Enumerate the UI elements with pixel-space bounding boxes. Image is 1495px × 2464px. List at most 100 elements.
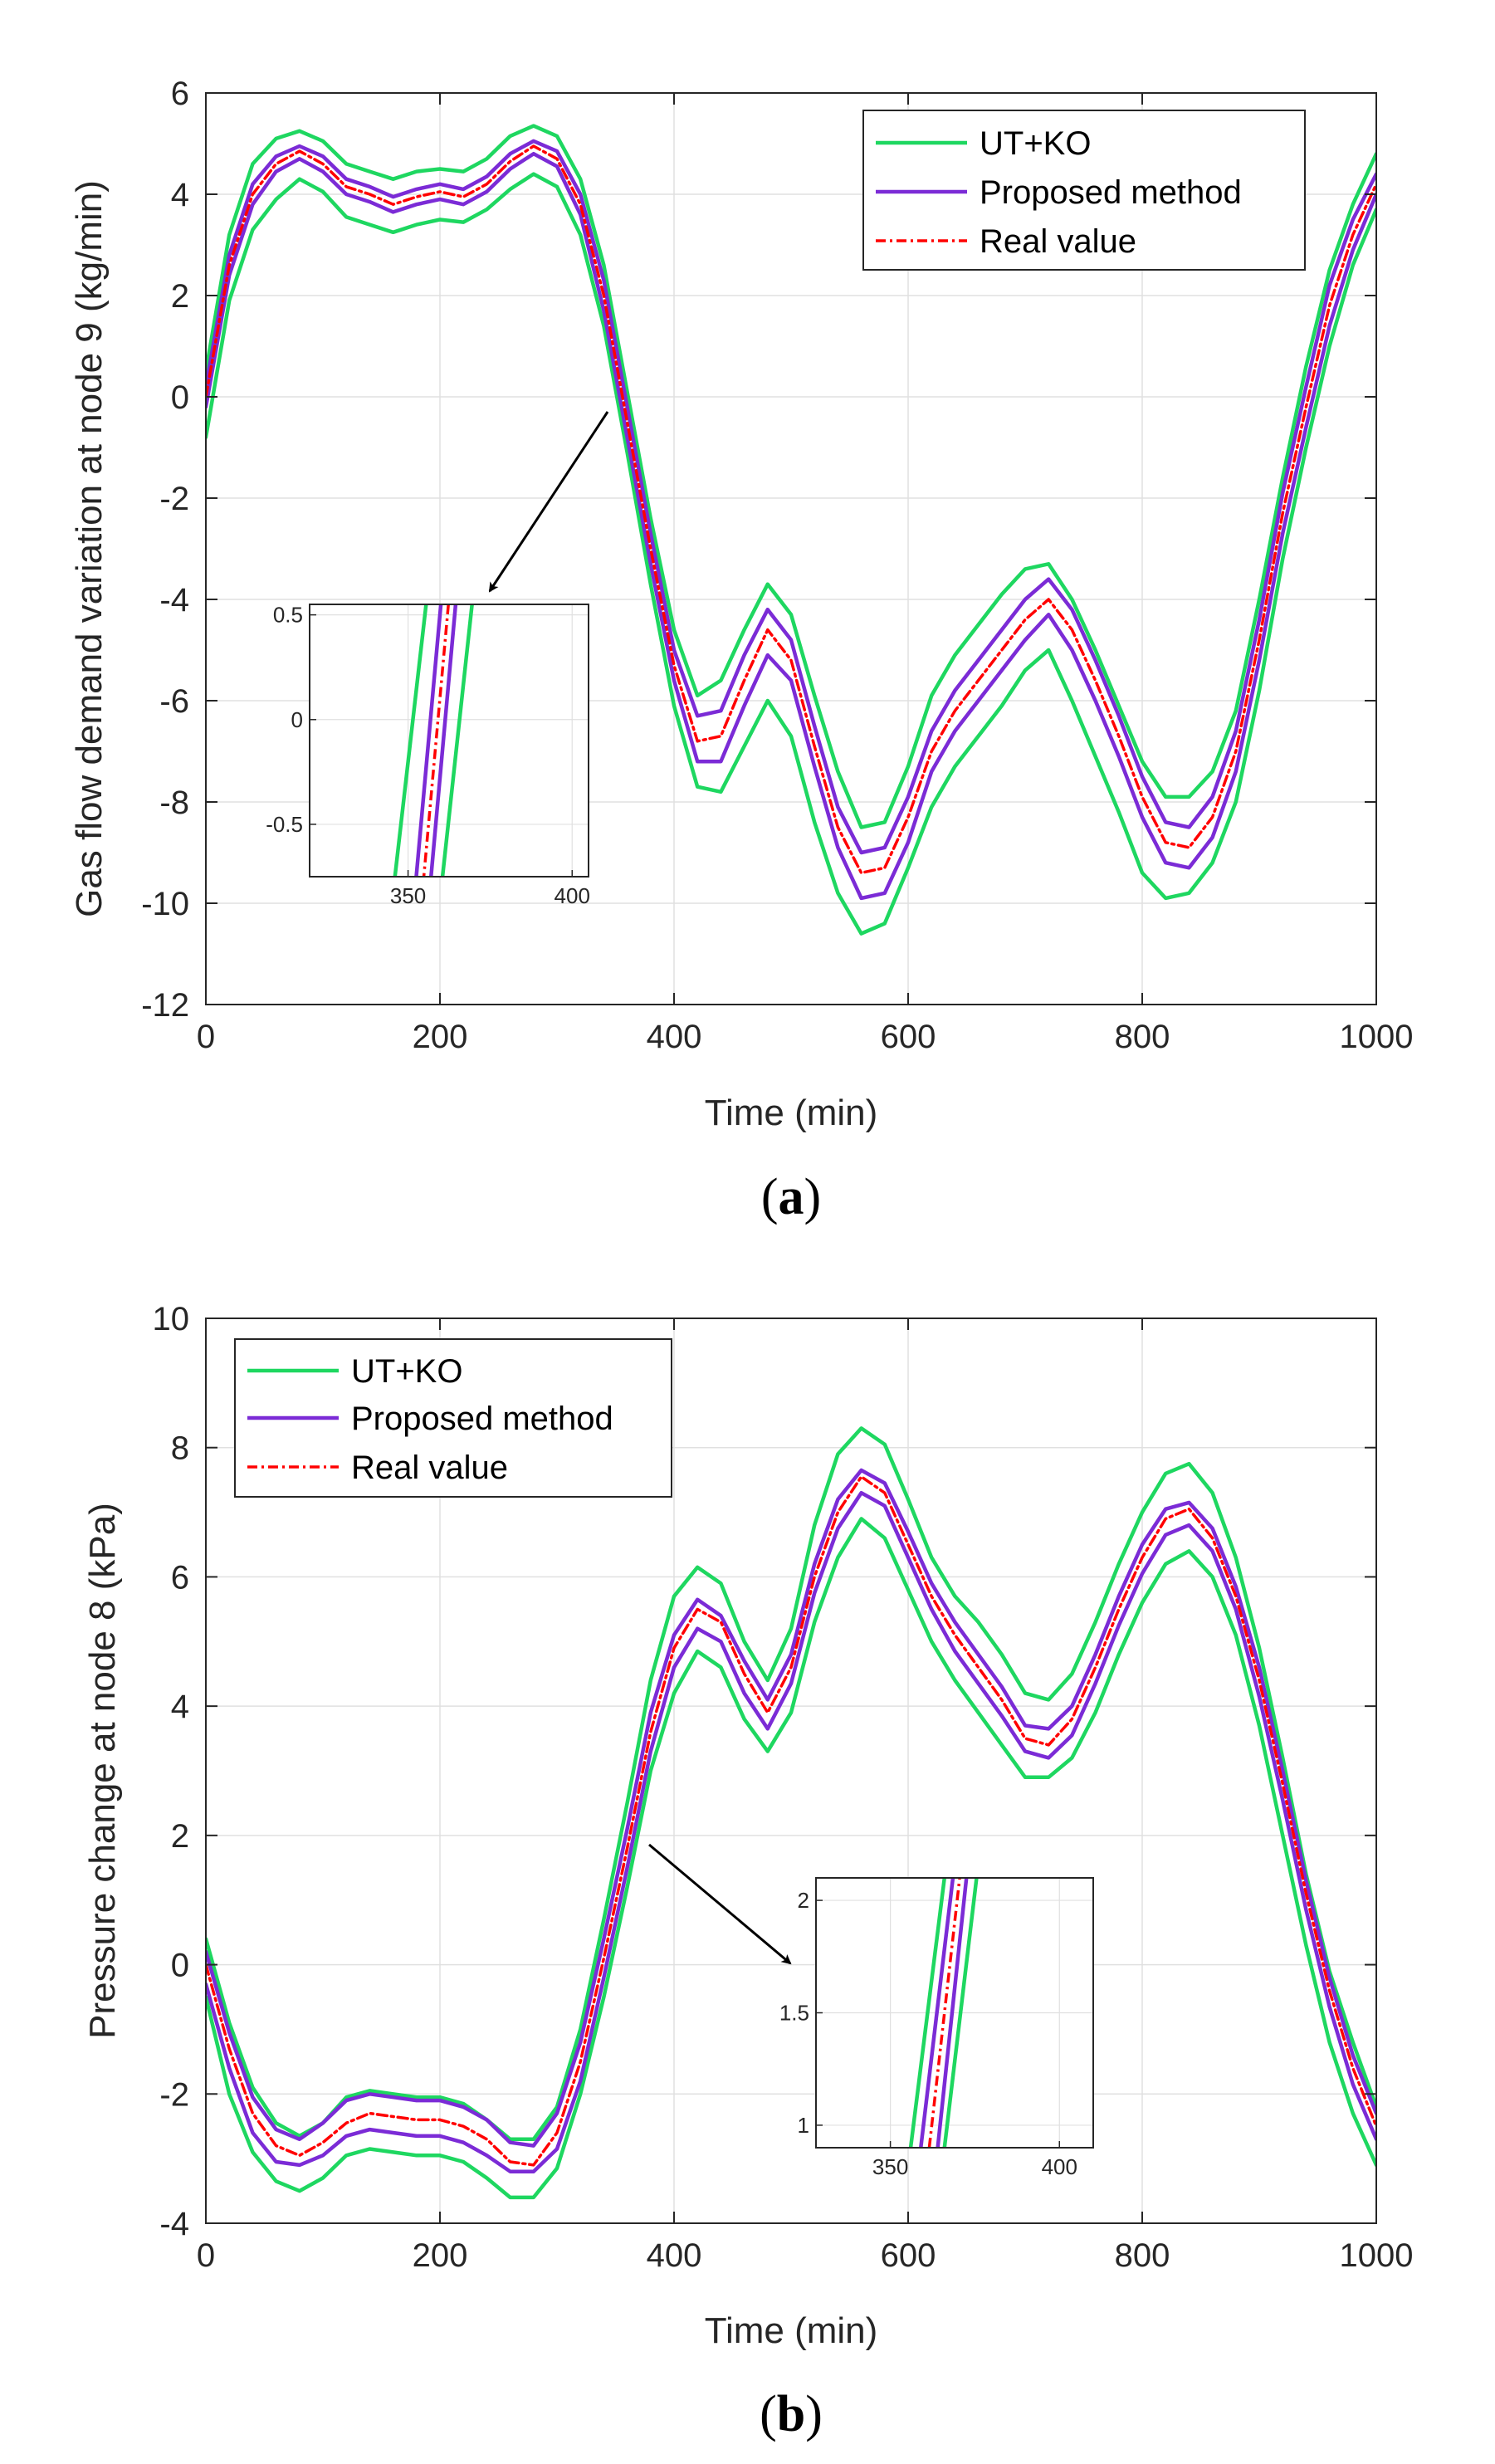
chart-b-y-tick-label-0: 0 — [171, 1948, 189, 1984]
chart-b-ticks: 0 200 400 600 800 1000 -4 -2 0 2 4 6 8 10 — [153, 1301, 1414, 2274]
chart-a-inset-series-ut-ko-0 — [393, 604, 428, 877]
chart-a-series-ut-ko-upper — [206, 124, 1376, 829]
chart-a-y-axis-label: Gas flow demand variation at node 9 (kg/… — [69, 180, 110, 917]
chart-a-inset-x-tick-label-350: 350 — [390, 883, 426, 908]
chart-a-y-tick-label-4: -4 — [159, 582, 189, 618]
chart-b-y-tick-label-6: 6 — [171, 1559, 189, 1596]
chart-b-caption: (b) — [760, 2386, 823, 2442]
chart-a-y-tick-label-6: -6 — [159, 683, 189, 720]
chart-b-inset-series-real-4 — [927, 1878, 961, 2148]
chart-a-x-tick-label-1000: 1000 — [1340, 1019, 1414, 1055]
chart-a-frame — [205, 92, 1377, 1005]
chart-a-legend-label-real: Real value — [980, 223, 1136, 260]
chart-b-series — [206, 1426, 1376, 2200]
chart-panel-a: 0 200 400 600 800 1000 -12 -10 -8 -6 -4 -2 0 2 4 6 Time… — [69, 76, 1413, 1225]
chart-a-y-tick-label-12: -12 — [141, 987, 189, 1024]
chart-b-y-tick-label-10: 10 — [153, 1301, 190, 1337]
chart-a-series-ut-ko-lower — [206, 172, 1376, 936]
chart-a-y-tick-label-0: 0 — [171, 379, 189, 416]
chart-a-inset: 350 400 -0.5 0 0.5 — [266, 603, 590, 908]
chart-a-caption-open: ( — [761, 1169, 779, 1225]
chart-a-caption: (a) — [761, 1169, 821, 1225]
chart-b-inset: 350 400 1 1.5 2 — [779, 1877, 1094, 2179]
chart-b-series-proposed-method-lower — [206, 1490, 1376, 2173]
chart-a-inset-series — [393, 604, 474, 877]
chart-b-inset-series-proposed-2 — [919, 1878, 955, 2148]
chart-b-inset-x-tick-label-400: 400 — [1042, 2154, 1077, 2179]
chart-a-y-tick-label-2: 2 — [171, 278, 189, 315]
chart-b-x-tick-label-600: 600 — [881, 2237, 936, 2274]
chart-b-frame — [205, 1318, 1377, 2224]
chart-b-x-tick-label-0: 0 — [197, 2237, 215, 2274]
chart-a-legend-label-ut-ko: UT+KO — [980, 125, 1091, 162]
chart-b-caption-letter: b — [777, 2386, 805, 2442]
chart-b-inset-y-tick-label-1: 1 — [798, 2113, 809, 2138]
chart-a-legend-label-proposed: Proposed method — [980, 174, 1242, 211]
chart-a-inset-frame — [309, 604, 589, 878]
chart-a-series-proposed-method-lower — [206, 151, 1376, 901]
chart-a-inset-series-proposed-2 — [414, 604, 443, 877]
chart-a-y-tick-label-8: -8 — [159, 785, 189, 821]
chart-b-legend: UT+KO Proposed method Real value — [234, 1338, 672, 1498]
chart-b-inset-ticks: 350 400 1 1.5 2 — [779, 1888, 1077, 2179]
chart-b-y-tick-label-2: -2 — [159, 2076, 189, 2113]
chart-a-inset-y-tick-label-0: 0 — [291, 707, 303, 732]
chart-a-inset-series-real-4 — [422, 604, 450, 877]
chart-b-x-tick-label-1000: 1000 — [1340, 2237, 1414, 2274]
chart-a-x-tick-label-400: 400 — [647, 1019, 702, 1055]
chart-b-series-proposed-method-upper — [206, 1468, 1376, 2148]
chart-a-series-real-value — [206, 144, 1376, 875]
chart-b-inset-series-ut-ko-0 — [908, 1878, 947, 2148]
chart-a-x-tick-label-600: 600 — [881, 1019, 936, 1055]
chart-a-ticks: 0 200 400 600 800 1000 -12 -10 -8 -6 -4 -2 0 2 4 6 — [141, 76, 1413, 1055]
chart-b-series-real-value — [206, 1475, 1376, 2167]
chart-b-series-ut-ko-lower — [206, 1517, 1376, 2200]
chart-b-x-tick-label-800: 800 — [1115, 2237, 1170, 2274]
chart-b-caption-open: ( — [760, 2386, 777, 2442]
chart-b-inset-y-tick-label-2: 2 — [798, 1888, 809, 1913]
chart-b-y-tick-label-8: 8 — [171, 1430, 189, 1467]
chart-b-legend-label-real: Real value — [351, 1450, 508, 1486]
chart-b-inset-series-proposed-3 — [936, 1878, 969, 2148]
chart-a-x-axis-label: Time (min) — [705, 1093, 878, 1133]
chart-b-x-axis-label: Time (min) — [705, 2310, 878, 2351]
chart-a-zoom-arrow — [488, 411, 609, 593]
chart-a-inset-series-ut-ko-1 — [440, 604, 474, 877]
chart-a-legend: UT+KO Proposed method Real value — [862, 110, 1306, 271]
chart-b-y-tick-label-4: -4 — [159, 2206, 189, 2242]
chart-a-caption-close: ) — [804, 1169, 822, 1225]
chart-a-x-tick-label-800: 800 — [1115, 1019, 1170, 1055]
chart-a-inset-x-tick-label-400: 400 — [555, 883, 590, 908]
chart-a-series — [206, 124, 1376, 936]
chart-b-caption-close: ) — [805, 2386, 823, 2442]
chart-a-y-tick-label-4: 4 — [171, 177, 189, 213]
chart-b-y-axis-label: Pressure change at node 8 (kPa) — [82, 1503, 123, 2039]
chart-b-legend-label-proposed: Proposed method — [351, 1401, 613, 1437]
chart-b-inset-series-ut-ko-1 — [942, 1878, 979, 2148]
chart-b-zoom-arrow — [648, 1843, 792, 1965]
chart-b-inset-y-tick-label-1-5: 1.5 — [779, 2001, 809, 2026]
chart-b-y-tick-label-4: 4 — [171, 1689, 189, 1725]
chart-a-x-tick-label-200: 200 — [413, 1019, 468, 1055]
chart-b-inset-x-tick-label-350: 350 — [872, 2154, 908, 2179]
chart-b-x-tick-label-200: 200 — [413, 2237, 468, 2274]
chart-b-inset-series — [908, 1878, 979, 2148]
chart-b-series-ut-ko-upper — [206, 1426, 1376, 2142]
chart-b-inset-grid — [816, 1878, 1093, 2148]
chart-a-y-tick-label-10: -10 — [141, 886, 189, 922]
chart-a-caption-letter: a — [779, 1169, 804, 1225]
chart-a-y-tick-label-6: 6 — [171, 76, 189, 112]
chart-a-inset-ticks: 350 400 -0.5 0 0.5 — [266, 603, 590, 908]
chart-b-y-tick-label-2: 2 — [171, 1818, 189, 1855]
chart-a-inset-y-tick-label-0-5: -0.5 — [266, 812, 303, 837]
chart-a-inset-series-proposed-3 — [429, 604, 458, 877]
chart-a-inset-background — [310, 604, 589, 877]
chart-b-x-tick-label-400: 400 — [647, 2237, 702, 2274]
chart-a-inset-y-tick-label-0-5: 0.5 — [273, 603, 303, 628]
chart-b-legend-label-ut-ko: UT+KO — [351, 1353, 462, 1390]
chart-a-x-tick-label-0: 0 — [197, 1019, 215, 1055]
chart-a-y-tick-label-2: -2 — [159, 481, 189, 517]
